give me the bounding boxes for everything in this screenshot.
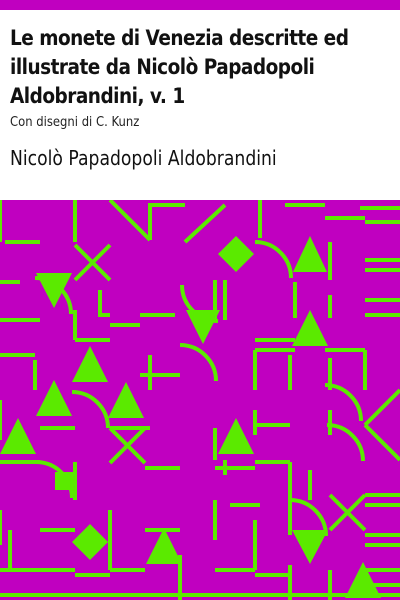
title-block: Le monete di Venezia descritte ed illust…	[10, 24, 390, 130]
book-subtitle: Con disegni di C. Kunz	[10, 114, 140, 130]
geometric-pattern-artwork	[0, 200, 400, 600]
cover-pattern	[0, 200, 400, 600]
top-accent-bar	[0, 0, 400, 10]
book-author: Nicolò Papadopoli Aldobrandini	[10, 146, 277, 170]
book-title: Le monete di Venezia descritte ed illust…	[10, 26, 349, 109]
